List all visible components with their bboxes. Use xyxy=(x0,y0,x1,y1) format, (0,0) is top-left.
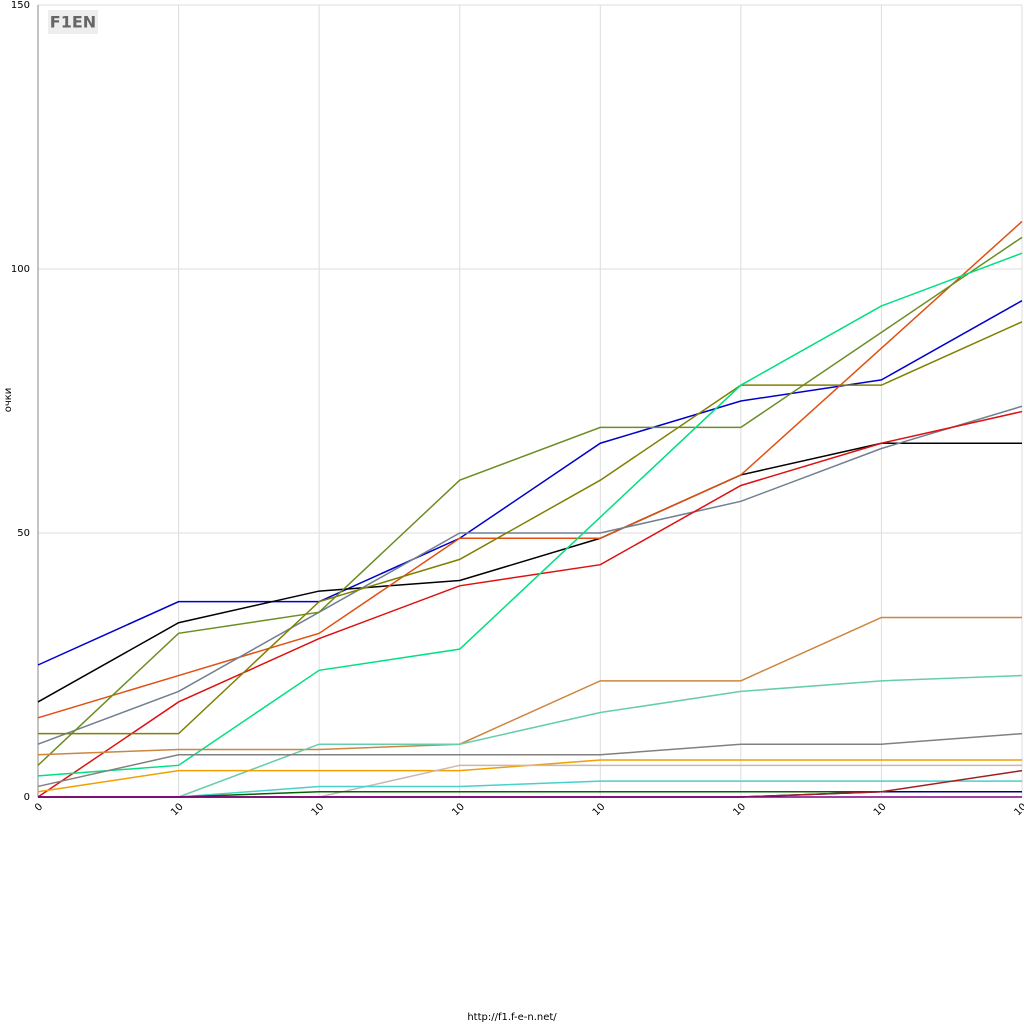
logo: F1EN xyxy=(50,13,96,32)
series-line xyxy=(37,252,1023,777)
x-tick-label: 10 xyxy=(169,801,186,818)
x-tick-label: 10 xyxy=(310,801,327,818)
series-line xyxy=(37,442,1022,703)
series-line xyxy=(37,616,1022,756)
footer: http://f1.f-e-n.net/ xyxy=(467,1012,557,1023)
y-axis-label: очки xyxy=(3,388,14,413)
series-line xyxy=(37,220,1023,719)
x-tick-label: 10 xyxy=(591,801,608,818)
y-tick-label: 50 xyxy=(17,528,30,539)
series-line xyxy=(38,790,1022,798)
y-tick-label: 150 xyxy=(11,0,30,11)
x-tick-label: 0 xyxy=(33,801,45,813)
series-line xyxy=(178,674,1023,798)
series-line xyxy=(37,405,1023,745)
x-tick-label: 10 xyxy=(872,801,889,818)
logo-box xyxy=(48,10,98,34)
y-tick-label: 100 xyxy=(11,264,30,275)
series-line xyxy=(37,732,1023,788)
x-tick-label: 10 xyxy=(731,801,748,818)
series-line xyxy=(37,300,1023,666)
series-line xyxy=(37,236,1023,766)
x-tick-label: 10 xyxy=(1012,801,1024,818)
series-line xyxy=(38,321,1023,735)
series-line xyxy=(178,780,1022,798)
series-line xyxy=(318,764,1022,798)
x-tick-label: 10 xyxy=(450,801,467,818)
series-line xyxy=(37,410,1023,798)
y-tick-label: 0 xyxy=(24,792,30,803)
